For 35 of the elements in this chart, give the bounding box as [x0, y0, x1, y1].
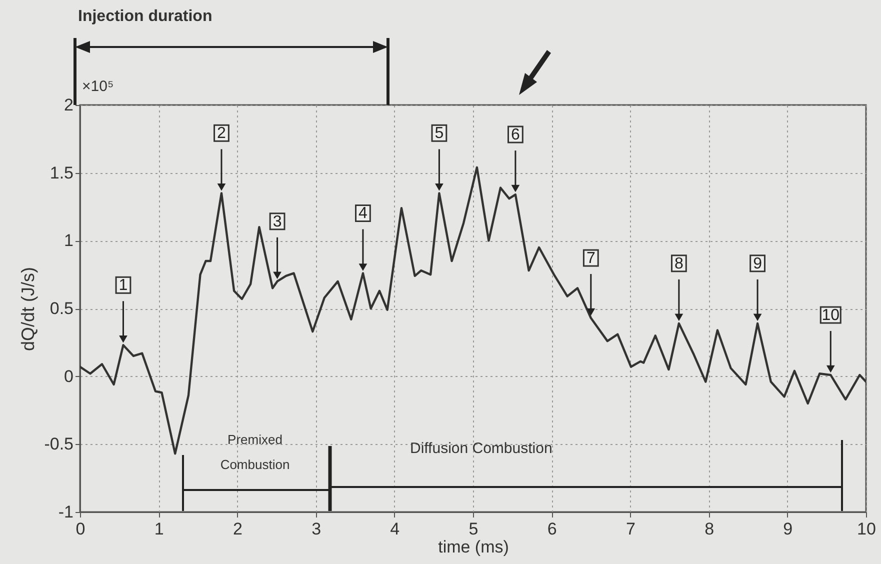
- y-tick-label: -0.5: [44, 434, 74, 454]
- annotation: 8: [674, 255, 684, 272]
- annotation: 3: [272, 213, 282, 230]
- x-tick-label: 0: [76, 520, 86, 538]
- y-tick-label: 2: [64, 96, 74, 114]
- annotation: Diffusion Combustion: [410, 440, 552, 457]
- y-tick-label: -1: [58, 502, 74, 522]
- x-tick-label: 10: [857, 520, 876, 538]
- annotation: 4: [358, 205, 368, 222]
- y-tick-label: 1.5: [50, 163, 74, 182]
- annotation: 9: [753, 255, 762, 272]
- annotation: 7: [586, 250, 596, 267]
- x-tick-label: 1: [154, 520, 164, 538]
- text: ×10⁵: [82, 78, 114, 95]
- y-tick-label: 0: [64, 366, 74, 386]
- annotation: 1: [118, 277, 128, 294]
- x-tick-label: 8: [704, 520, 714, 538]
- x-axis-title: time (ms): [438, 538, 509, 556]
- x-tick-label: 3: [312, 520, 322, 538]
- y-tick-label: 0.5: [50, 299, 74, 318]
- x-tick-label: 6: [547, 520, 557, 538]
- y-axis-title: dQ/dt (J/s): [18, 266, 38, 352]
- x-tick-label: 5: [468, 520, 478, 538]
- annotation: 10: [822, 306, 840, 324]
- annotation: 6: [510, 126, 520, 144]
- y-tick-label: 1: [64, 231, 74, 250]
- x-tick-label: 7: [626, 520, 636, 538]
- annotation: 5: [434, 125, 444, 142]
- annotation: 2: [217, 125, 226, 142]
- annotation: Premixed Combustion: [219, 431, 291, 474]
- x-tick-label: 9: [783, 520, 793, 538]
- text: Injection duration: [78, 8, 212, 26]
- x-tick-label: 4: [390, 520, 400, 538]
- x-tick-label: 2: [232, 520, 242, 538]
- line-series: [80, 166, 866, 455]
